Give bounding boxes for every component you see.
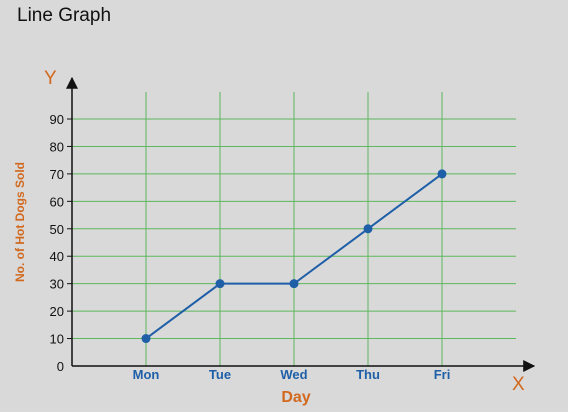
y-tick-label: 30	[50, 277, 64, 292]
data-point	[437, 169, 447, 179]
data-point	[289, 279, 299, 289]
series-group	[141, 169, 447, 344]
data-point	[363, 224, 373, 234]
y-tick-label: 60	[50, 194, 64, 209]
y-tick-label: 70	[50, 167, 64, 182]
y-tick-label: 40	[50, 249, 64, 264]
y-tick-label: 50	[50, 222, 64, 237]
y-tick-label: 10	[50, 332, 64, 347]
x-tick-label: Fri	[434, 367, 451, 382]
y-axis-label: No. of Hot Dogs Sold	[13, 162, 27, 282]
y-tick-label: 20	[50, 304, 64, 319]
y-axis-letter: Y	[44, 68, 57, 89]
x-tick-label: Mon	[133, 367, 160, 382]
x-axis-label: Day	[281, 389, 310, 406]
data-point	[215, 279, 225, 289]
x-tick-label: Tue	[209, 367, 231, 382]
x-axis-letter: X	[512, 374, 525, 395]
page-title: Line Graph	[17, 5, 112, 26]
ticks: 0 10 20 30 40 50 60 70 80 90 Mon Tue Wed Thu Fri	[50, 112, 451, 382]
y-tick-label: 80	[50, 139, 64, 154]
data-point	[141, 334, 151, 344]
grid	[72, 92, 516, 366]
y-tick-label: 90	[50, 112, 64, 127]
x-tick-label: Thu	[356, 367, 380, 382]
y-tick-label: 0	[57, 359, 64, 374]
x-tick-label: Wed	[280, 367, 307, 382]
